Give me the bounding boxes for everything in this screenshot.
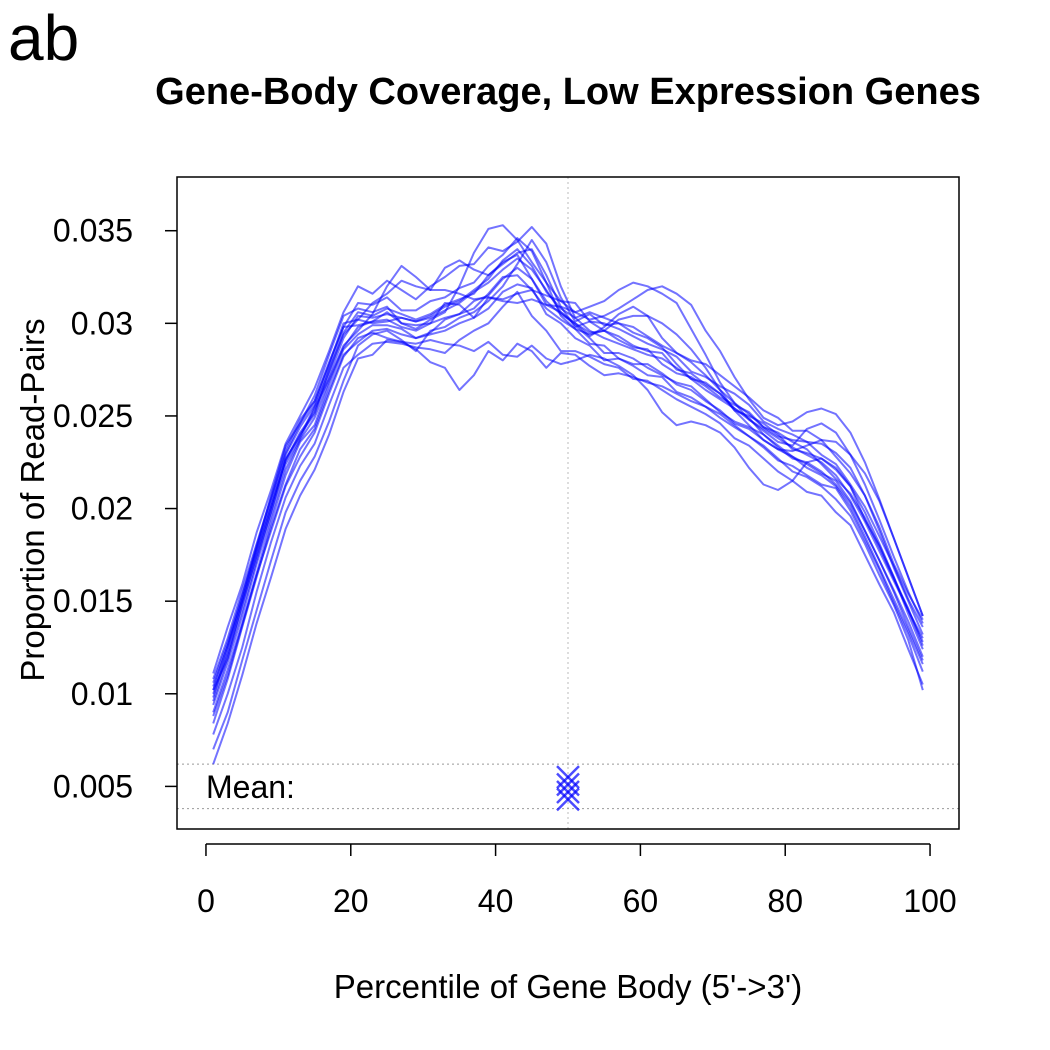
x-tick-label-100: 100 bbox=[903, 883, 956, 919]
series-line-4 bbox=[212, 283, 924, 724]
series-layer bbox=[212, 224, 924, 765]
x-tick-label-40: 40 bbox=[478, 883, 514, 919]
series-line-15 bbox=[212, 257, 924, 691]
y-tick-label-2: 0.015 bbox=[53, 583, 133, 619]
series-line-10 bbox=[212, 339, 924, 765]
y-tick-label-5: 0.03 bbox=[71, 305, 133, 341]
y-tick-label-4: 0.025 bbox=[53, 398, 133, 434]
x-tick-label-20: 20 bbox=[333, 883, 369, 919]
x-tick-label-0: 0 bbox=[197, 883, 215, 919]
plot-frame bbox=[176, 176, 960, 830]
x-axis: 0 20 40 60 80 100 bbox=[197, 843, 957, 919]
y-tick-label-1: 0.01 bbox=[71, 676, 133, 712]
x-axis-label: Percentile of Gene Body (5'->3') bbox=[334, 968, 802, 1005]
series-line-16 bbox=[212, 279, 924, 684]
series-line-1 bbox=[212, 248, 924, 695]
series-line-6 bbox=[212, 290, 924, 735]
y-tick-label-0: 0.005 bbox=[53, 768, 133, 804]
chart-title: Gene-Body Coverage, Low Expression Genes bbox=[155, 71, 981, 113]
mean-marker-3 bbox=[556, 772, 580, 797]
y-tick-label-6: 0.035 bbox=[53, 213, 133, 249]
grid-layer bbox=[177, 177, 959, 829]
x-tick-label-60: 60 bbox=[623, 883, 659, 919]
panel-label: ab bbox=[8, 2, 79, 74]
series-line-8 bbox=[212, 274, 924, 713]
mean-marker-layer bbox=[556, 765, 580, 812]
series-line-14 bbox=[212, 331, 924, 717]
y-tick-label-3: 0.02 bbox=[71, 491, 133, 527]
y-axis: 0.005 0.01 0.015 0.02 0.025 0.03 0.035 bbox=[53, 213, 177, 804]
mean-label: Mean: bbox=[206, 769, 295, 805]
y-axis-label: Proportion of Read-Pairs bbox=[14, 318, 51, 681]
series-line-11 bbox=[212, 281, 924, 698]
x-tick-label-80: 80 bbox=[767, 883, 803, 919]
mean-marker-4 bbox=[556, 765, 580, 790]
